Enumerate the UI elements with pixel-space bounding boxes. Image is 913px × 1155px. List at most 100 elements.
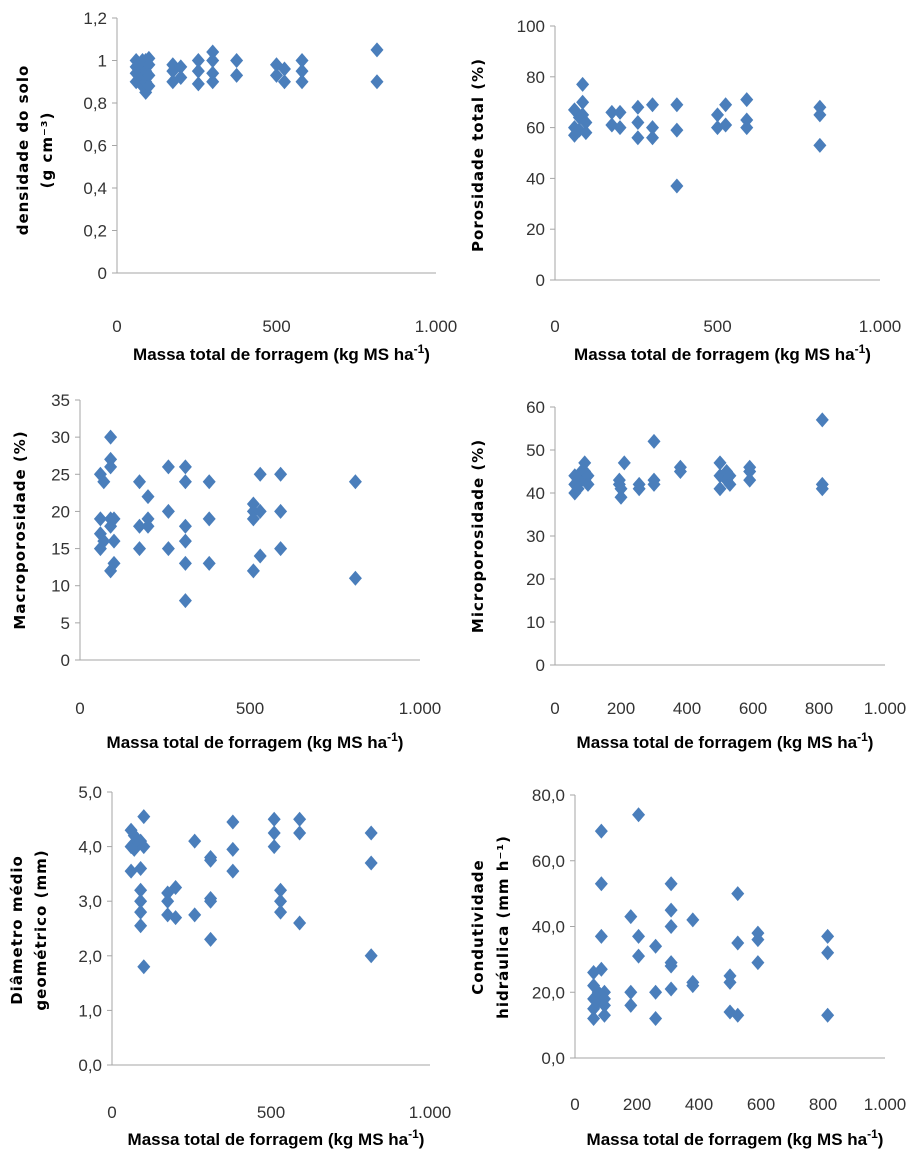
scatter-point <box>594 823 608 839</box>
scatter-point <box>664 981 678 997</box>
scatter-point <box>178 533 192 549</box>
scatter-point <box>178 474 192 490</box>
scatter-point <box>277 74 291 90</box>
scatter-point <box>664 919 678 934</box>
x-axis-label: Massa total de forragem (kg MS ha-1) <box>587 1127 884 1149</box>
scatter-point <box>646 130 659 146</box>
scatter-point <box>142 78 156 94</box>
scatter-point <box>191 53 205 68</box>
y-tick-label: 1,0 <box>78 1001 102 1020</box>
scatter-point <box>731 935 745 951</box>
x-tick-label: 0 <box>550 699 559 718</box>
scatter-point <box>587 1011 601 1027</box>
scatter-point <box>178 555 192 571</box>
scatter-point <box>649 984 663 1000</box>
scatter-point <box>614 489 628 505</box>
scatter-point <box>204 893 218 909</box>
y-axis-label: Diâmetro médio <box>8 855 26 1005</box>
scatter-point <box>576 94 590 110</box>
scatter-point <box>134 893 148 909</box>
scatter-point <box>134 882 148 898</box>
scatter-point <box>206 53 220 68</box>
scatter-point <box>191 76 205 92</box>
x-tick-label: 800 <box>809 1095 837 1114</box>
chart-3: 0 5 10 15 20 25 30 35 0 500 1.000 Massa total de fo… <box>11 391 441 752</box>
scatter-point <box>713 481 727 497</box>
scatter-point <box>632 948 646 964</box>
scatter-point <box>104 429 118 445</box>
scatter-point <box>93 511 107 527</box>
scatter-point <box>579 115 593 131</box>
x-tick-label: 0 <box>75 699 84 718</box>
scatter-point <box>137 839 151 855</box>
x-tick-label: 1.000 <box>409 1103 452 1122</box>
y-tick-label: 0,4 <box>83 179 107 198</box>
y-tick-label: 15 <box>51 540 70 559</box>
scatter-point <box>813 107 827 123</box>
scatter-point <box>647 433 661 449</box>
y-tick-label: 50 <box>526 441 545 460</box>
scatter-point <box>174 59 188 75</box>
x-tick-label: 1.000 <box>399 699 442 718</box>
scatter-point <box>274 503 288 519</box>
scatter-point <box>270 67 283 83</box>
x-tick-label: 600 <box>747 1095 775 1114</box>
x-tick-label: 800 <box>805 699 833 718</box>
x-axis-label: Massa total de forragem (kg MS ha-1) <box>577 730 874 752</box>
scatter-point <box>226 863 240 879</box>
scatter-point <box>740 112 754 128</box>
y-tick-label: 0 <box>536 656 545 675</box>
scatter-point <box>815 481 829 497</box>
x-tick-label: 0 <box>107 1103 116 1122</box>
y-axis-label: geométrico (mm) <box>32 849 50 1010</box>
scatter-point <box>813 99 827 115</box>
scatter-point <box>605 104 619 120</box>
x-axis-label: Massa total de forragem (kg MS ha-1) <box>107 730 404 752</box>
scatter-point <box>142 57 156 73</box>
scatter-point <box>174 70 188 85</box>
y-tick-label: 30 <box>51 428 70 447</box>
x-tick-label: 500 <box>257 1103 285 1122</box>
scatter-point <box>597 1007 611 1023</box>
scatter-point <box>723 476 737 492</box>
x-tick-label: 400 <box>673 699 701 718</box>
scatter-point <box>624 909 638 925</box>
scatter-point <box>178 459 192 475</box>
scatter-point <box>178 518 192 534</box>
scatter-point <box>169 910 183 926</box>
x-tick-label: 200 <box>623 1095 651 1114</box>
y-tick-label: 20 <box>51 502 70 521</box>
y-tick-label: 0,2 <box>83 222 107 241</box>
y-tick-label: 20,0 <box>532 983 565 1002</box>
scatter-point <box>204 852 218 868</box>
scatter-point <box>649 1011 663 1027</box>
scatter-point <box>137 809 151 825</box>
scatter-point <box>137 959 151 975</box>
y-axis-label: Macroporosidade (%) <box>11 430 29 629</box>
scatter-point <box>673 464 687 479</box>
scatter-point <box>743 472 757 488</box>
scatter-point <box>202 555 216 571</box>
y-tick-label: 1,2 <box>83 9 107 28</box>
scatter-point <box>230 53 244 68</box>
y-tick-label: 80,0 <box>532 786 565 805</box>
scatter-point <box>206 65 220 81</box>
scatter-point <box>226 814 240 830</box>
scatter-point <box>206 44 220 60</box>
y-tick-label: 100 <box>517 17 545 36</box>
x-tick-label: 0 <box>570 1095 579 1114</box>
scatter-point <box>267 811 281 827</box>
y-tick-label: 0 <box>61 651 70 670</box>
y-tick-label: 2,0 <box>78 947 102 966</box>
scatter-point <box>253 466 267 482</box>
y-tick-label: 4,0 <box>78 838 102 857</box>
scatter-point <box>161 503 175 519</box>
scatter-point <box>107 533 121 549</box>
chart-2: 0 20 40 60 80 100 0 500 1.000 Massa total de forr… <box>469 17 901 364</box>
scatter-point <box>719 97 733 113</box>
scatter-point <box>670 122 684 138</box>
y-tick-label: 80 <box>526 68 545 87</box>
scatter-point <box>293 811 307 827</box>
